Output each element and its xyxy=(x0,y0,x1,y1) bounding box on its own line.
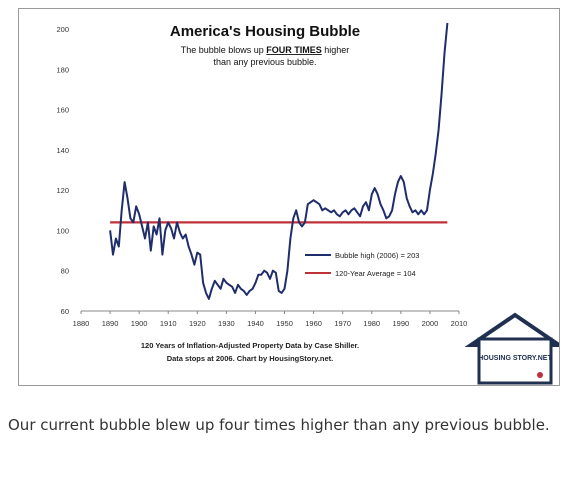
x-tick-label: 1940 xyxy=(247,319,264,328)
legend-label-bubble: Bubble high (2006) = 203 xyxy=(335,251,419,260)
x-tick-label: 2010 xyxy=(451,319,468,328)
x-tick-label: 1900 xyxy=(131,319,148,328)
y-tick-label: 80 xyxy=(61,267,69,276)
plot-area xyxy=(109,22,449,300)
axes: 60 80 100 120 140 160 180 200 1880 1890 1900 1910 19… xyxy=(56,25,467,328)
y-tick-label: 200 xyxy=(56,25,69,34)
legend-label-average: 120-Year Average = 104 xyxy=(335,269,416,278)
x-tick-label: 2000 xyxy=(422,319,439,328)
chart-subtitle: The bubble blows up FOUR TIMES higher xyxy=(181,45,350,55)
x-tick-label: 1880 xyxy=(73,319,90,328)
logo-dot xyxy=(537,372,543,378)
series-bubble-line xyxy=(109,22,449,300)
y-tick-label: 120 xyxy=(56,186,69,195)
chart-frame: America's Housing Bubble The bubble blow… xyxy=(18,8,560,386)
y-tick-label: 60 xyxy=(61,307,69,316)
chart-title: America's Housing Bubble xyxy=(170,23,360,40)
chart-subtitle-line2: than any previous bubble. xyxy=(213,57,316,67)
x-tick-label: 1930 xyxy=(218,319,235,328)
x-tick-label: 1980 xyxy=(363,319,380,328)
source-note-line2: Data stops at 2006. Chart by HousingStor… xyxy=(167,354,334,363)
y-tick-label: 140 xyxy=(56,146,69,155)
subtitle-emph: FOUR TIMES xyxy=(266,45,322,55)
source-note-line1: 120 Years of Inflation-Adjusted Property… xyxy=(141,341,359,350)
housingstory-logo: HOUSING STORY.NET xyxy=(464,312,559,385)
subtitle-post: higher xyxy=(322,45,350,55)
caption-text: Our current bubble blew up four times hi… xyxy=(8,416,550,434)
x-tick-label: 1950 xyxy=(276,319,293,328)
x-tick-label: 1910 xyxy=(160,319,177,328)
legend: Bubble high (2006) = 203 120-Year Averag… xyxy=(305,251,419,278)
y-tick-label: 160 xyxy=(56,106,69,115)
x-tick-label: 1970 xyxy=(334,319,351,328)
y-tick-label: 180 xyxy=(56,65,69,74)
logo-text: HOUSING STORY.NET xyxy=(478,355,552,362)
housing-chart: America's Housing Bubble The bubble blow… xyxy=(56,22,559,385)
x-tick-label: 1920 xyxy=(189,319,206,328)
x-tick-label: 1990 xyxy=(393,319,410,328)
x-tick-label: 1960 xyxy=(305,319,322,328)
x-tick-label: 1890 xyxy=(102,319,119,328)
subtitle-pre: The bubble blows up xyxy=(181,45,267,55)
y-tick-label: 100 xyxy=(56,226,69,235)
